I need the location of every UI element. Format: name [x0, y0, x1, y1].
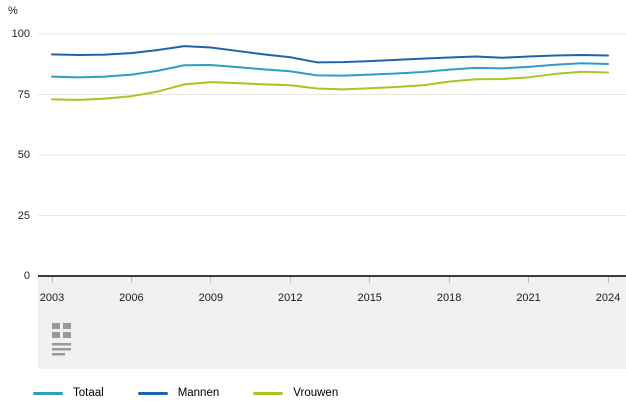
- legend-label: Vrouwen: [293, 387, 339, 399]
- y-tick-label: 75: [17, 88, 30, 101]
- x-tick-label: 2024: [595, 292, 621, 304]
- legend-swatch: [33, 391, 63, 395]
- x-tick-label: 2003: [39, 292, 65, 304]
- x-tick-label: 2009: [198, 292, 224, 304]
- x-tick-mark: [210, 277, 212, 283]
- legend-label: Mannen: [177, 387, 220, 399]
- series-line-mannen: [51, 45, 609, 64]
- legend-item-mannen[interactable]: Mannen: [137, 387, 220, 399]
- x-tick-mark: [130, 277, 132, 283]
- table-view-button[interactable]: [50, 322, 74, 358]
- legend-item-vrouwen[interactable]: Vrouwen: [253, 387, 338, 399]
- y-tick-label: 0: [23, 270, 30, 282]
- legend-swatch: [253, 391, 284, 395]
- x-tick-mark: [607, 277, 609, 283]
- y-axis-unit-label: %: [8, 5, 18, 17]
- x-tick-label: 2018: [436, 292, 462, 304]
- x-tick-mark: [448, 277, 450, 283]
- x-tick-label: 2015: [357, 292, 382, 304]
- x-tick-mark: [528, 277, 530, 283]
- series-line-totaal: [51, 62, 609, 79]
- x-tick-mark: [369, 277, 371, 283]
- series-lines: [51, 45, 609, 101]
- x-tick-mark: [289, 277, 291, 283]
- legend: Totaal Mannen Vrouwen: [33, 387, 338, 399]
- x-tick-label: 2006: [119, 292, 144, 304]
- y-tick-label: 100: [11, 28, 30, 40]
- x-tick-label: 2021: [516, 292, 541, 304]
- x-tick-mark: [51, 277, 53, 283]
- legend-swatch: [137, 391, 168, 395]
- y-tick-label: 25: [17, 209, 30, 222]
- table-icon: [52, 323, 71, 356]
- y-tick-label: 50: [17, 149, 30, 161]
- plot-area: [38, 33, 626, 277]
- x-axis-band: [38, 277, 626, 369]
- x-tick-label: 2012: [278, 292, 303, 304]
- legend-item-totaal[interactable]: Totaal: [33, 387, 104, 399]
- legend-label: Totaal: [73, 387, 104, 399]
- series-line-vrouwen: [51, 70, 609, 101]
